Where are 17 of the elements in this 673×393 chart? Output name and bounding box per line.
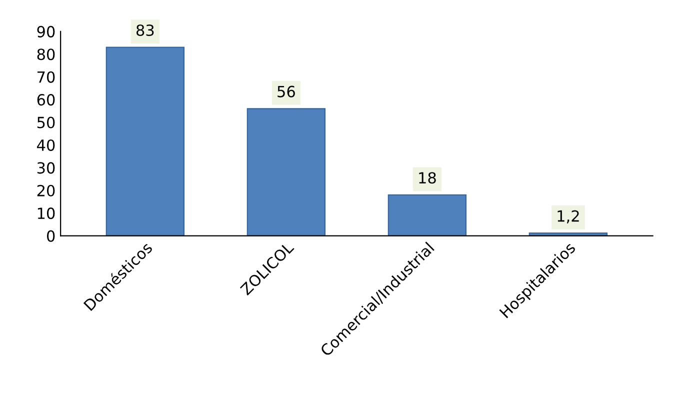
- y-tick-label: 20: [37, 184, 55, 196]
- data-label: 18: [419, 172, 436, 184]
- y-tick-label: 60: [37, 94, 55, 106]
- y-tick-label: 70: [38, 71, 55, 83]
- y-tick-label: 50: [37, 116, 55, 128]
- bar: [106, 46, 185, 236]
- y-tick-label: 30: [37, 162, 55, 174]
- y-tick-label: 0: [46, 230, 55, 242]
- y-tick-label: 10: [38, 208, 55, 220]
- bar: [388, 194, 467, 236]
- y-tick-label: 80: [37, 48, 55, 60]
- data-label: 1,2: [558, 210, 579, 224]
- y-tick-label: 90: [37, 26, 55, 38]
- data-label: 56: [278, 86, 295, 98]
- bar: [246, 108, 326, 236]
- y-tick-label: 40: [37, 139, 55, 151]
- data-label: 83: [136, 24, 154, 36]
